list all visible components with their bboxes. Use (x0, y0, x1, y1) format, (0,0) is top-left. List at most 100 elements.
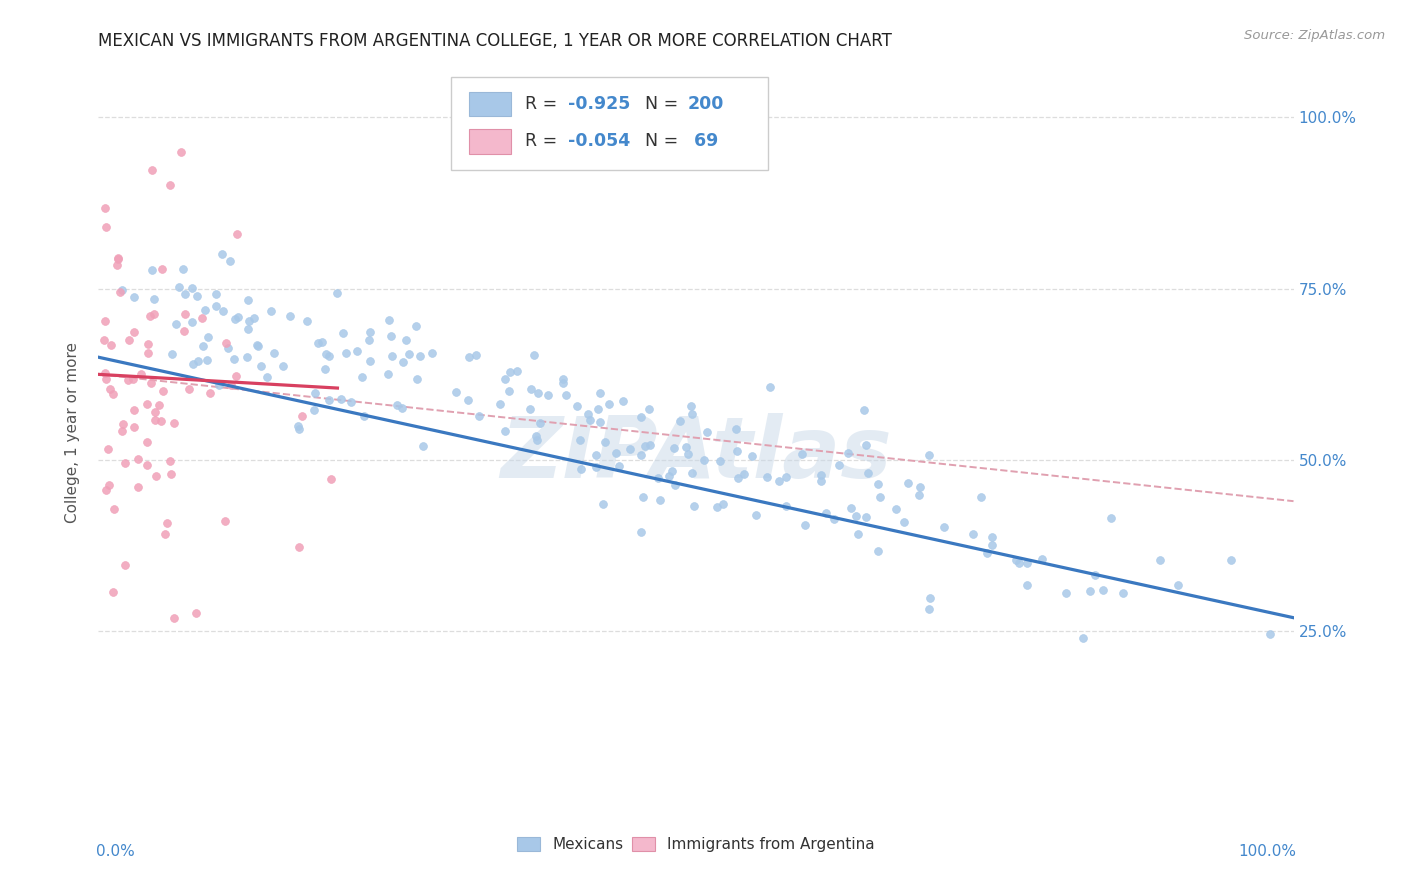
Point (918, 602, 941, 616)
Point (335, 345, 357, 359)
Point (745, 508, 768, 523)
Point (145, 468, 167, 483)
Point (775, 499, 797, 513)
Point (676, 447, 699, 461)
Point (810, 474, 832, 488)
Text: -0.054: -0.054 (568, 132, 630, 150)
Point (682, 499, 704, 513)
Point (122, 419, 145, 434)
Point (1084, 568, 1107, 582)
Point (630, 409, 652, 424)
Point (489, 397, 512, 411)
Point (142, 306, 165, 320)
Point (855, 437, 877, 451)
Point (329, 392, 352, 407)
Point (527, 386, 550, 401)
Point (224, 312, 246, 326)
Point (664, 478, 686, 492)
Point (406, 372, 429, 386)
Point (302, 402, 325, 417)
Point (194, 303, 217, 318)
Point (295, 314, 318, 328)
Point (103, 502, 125, 516)
Point (609, 459, 631, 474)
Point (1258, 626, 1281, 640)
Point (138, 309, 160, 323)
Point (631, 491, 654, 505)
Point (551, 376, 574, 390)
Point (359, 354, 381, 368)
Point (340, 395, 363, 409)
Point (709, 453, 731, 467)
Point (150, 414, 173, 428)
Point (1167, 578, 1189, 592)
Point (117, 373, 139, 387)
Point (243, 310, 266, 325)
Text: 0.0%: 0.0% (96, 844, 135, 858)
Point (238, 314, 260, 328)
Point (592, 497, 614, 511)
Point (506, 364, 529, 378)
Point (1078, 584, 1101, 599)
Point (815, 506, 838, 520)
Point (167, 279, 190, 293)
Point (1091, 582, 1114, 597)
Point (246, 338, 269, 352)
Point (1071, 632, 1094, 646)
Point (353, 409, 375, 423)
Point (884, 502, 907, 516)
Point (135, 434, 157, 449)
Point (727, 470, 749, 484)
Point (647, 471, 669, 485)
Point (280, 310, 302, 324)
Text: MEXICAN VS IMMIGRANTS FROM ARGENTINA COLLEGE, 1 YEAR OR MORE CORRELATION CHART: MEXICAN VS IMMIGRANTS FROM ARGENTINA COL… (98, 32, 893, 50)
Point (579, 413, 602, 427)
Bar (470, 92, 510, 117)
Point (107, 252, 129, 266)
Point (187, 354, 209, 368)
Point (122, 325, 145, 339)
Point (457, 392, 479, 407)
Point (593, 434, 616, 449)
Point (444, 384, 467, 399)
Text: 100.0%: 100.0% (1237, 844, 1296, 858)
Point (658, 468, 681, 483)
Point (711, 497, 734, 511)
Point (409, 349, 432, 363)
Point (263, 346, 285, 360)
Point (208, 377, 231, 392)
Point (733, 467, 755, 481)
Point (837, 446, 859, 460)
Point (725, 444, 748, 458)
Point (288, 422, 311, 436)
Point (100, 337, 122, 351)
Point (962, 526, 984, 541)
Point (693, 453, 716, 467)
Point (681, 407, 703, 421)
Point (377, 313, 399, 327)
Point (180, 315, 202, 329)
Point (156, 516, 179, 531)
Point (224, 351, 246, 366)
Point (741, 450, 763, 464)
Point (1015, 556, 1038, 570)
Point (250, 359, 273, 374)
Point (103, 387, 125, 401)
Point (458, 350, 481, 364)
Point (166, 317, 188, 331)
Point (634, 439, 657, 453)
Point (380, 329, 402, 343)
Point (184, 606, 207, 620)
Point (377, 367, 399, 381)
Point (143, 413, 166, 427)
Point (856, 467, 879, 481)
Point (494, 372, 516, 386)
Point (198, 385, 221, 400)
Point (152, 384, 174, 398)
Point (332, 326, 354, 340)
Point (97, 442, 120, 456)
Point (225, 227, 247, 241)
Point (173, 324, 195, 338)
Point (98, 478, 121, 492)
Point (179, 382, 201, 396)
